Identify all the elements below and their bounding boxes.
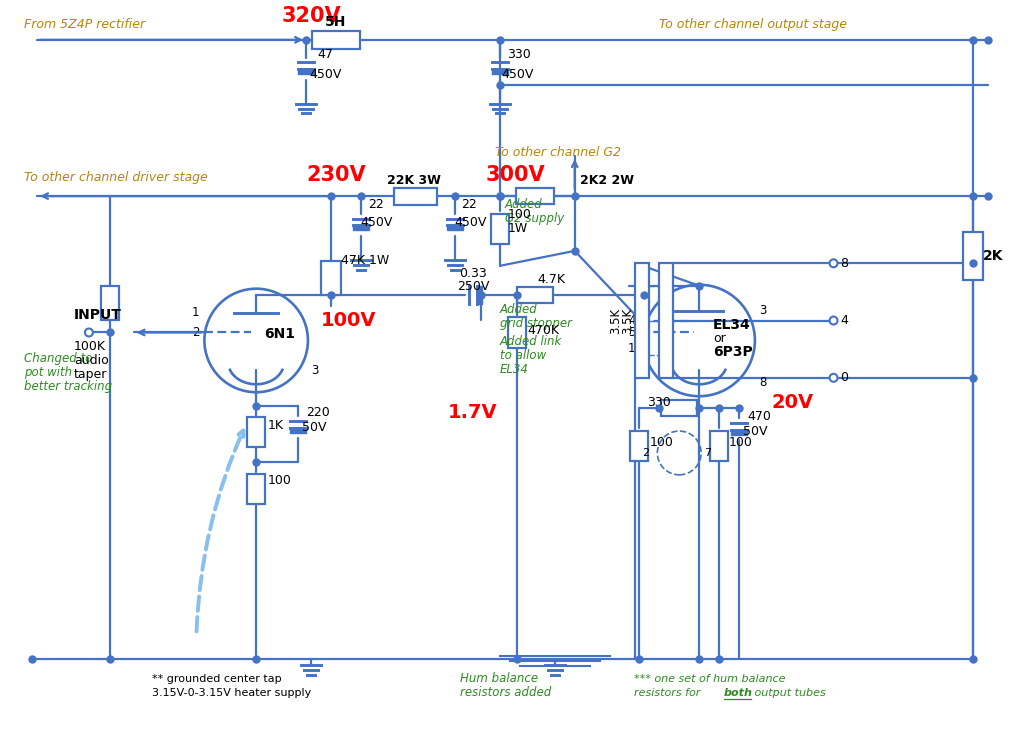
Text: 0.33: 0.33 (460, 267, 487, 279)
Text: 50V: 50V (302, 421, 327, 434)
Text: 470: 470 (746, 410, 771, 423)
Text: 450V: 450V (501, 67, 534, 81)
Text: 6N1: 6N1 (264, 327, 295, 342)
Text: 3.15V-0-3.15V heater supply: 3.15V-0-3.15V heater supply (152, 688, 311, 698)
Text: 100: 100 (649, 436, 673, 449)
Text: better tracking: better tracking (25, 380, 113, 393)
Text: Added: Added (500, 303, 538, 315)
Bar (659, 264, 673, 377)
Text: 47K 1W: 47K 1W (341, 254, 389, 267)
Text: 4: 4 (841, 314, 849, 327)
Text: To other channel output stage: To other channel output stage (659, 18, 847, 31)
Text: 230V: 230V (306, 166, 366, 185)
Text: Added: Added (505, 198, 543, 211)
Text: 5H: 5H (325, 15, 346, 29)
Text: To other channel G2: To other channel G2 (495, 146, 622, 160)
Text: 22: 22 (461, 198, 477, 211)
Text: 330: 330 (507, 48, 530, 61)
Bar (492, 214, 509, 244)
Text: 100V: 100V (321, 311, 377, 330)
Text: 4: 4 (628, 314, 636, 327)
Text: *** one set of hum balance: *** one set of hum balance (635, 674, 786, 684)
Text: 2: 2 (191, 326, 200, 339)
Text: INPUT: INPUT (74, 308, 122, 321)
Bar (516, 188, 554, 204)
Text: both: both (724, 688, 753, 698)
Text: 220: 220 (306, 406, 330, 419)
Bar (662, 400, 697, 416)
Text: 6P3P: 6P3P (713, 345, 753, 360)
Text: 100: 100 (268, 474, 292, 487)
Text: 7: 7 (705, 448, 712, 458)
Text: 8: 8 (759, 376, 766, 389)
Text: 100: 100 (508, 208, 531, 221)
Text: 1: 1 (628, 342, 636, 355)
Bar (100, 285, 119, 320)
Text: or: or (713, 333, 726, 345)
Text: From 5Z4P rectifier: From 5Z4P rectifier (25, 18, 145, 31)
Bar (247, 417, 265, 447)
Bar (710, 431, 728, 461)
Text: 450V: 450V (455, 216, 486, 229)
Text: 8: 8 (841, 257, 849, 270)
Text: output tubes: output tubes (751, 688, 825, 698)
Text: 470K: 470K (527, 324, 559, 338)
Text: Added link: Added link (500, 336, 562, 348)
Circle shape (85, 329, 93, 336)
Text: 3: 3 (759, 304, 766, 317)
Text: 1K: 1K (268, 419, 284, 432)
Text: 1.7V: 1.7V (449, 403, 498, 422)
Text: 3.5K: 3.5K (621, 308, 634, 333)
Text: 2K: 2K (983, 249, 1004, 263)
Circle shape (829, 374, 838, 382)
Bar (393, 188, 437, 204)
Text: 2: 2 (642, 448, 649, 458)
Circle shape (829, 317, 838, 324)
Text: 0: 0 (841, 372, 849, 384)
Text: Hum balance: Hum balance (460, 672, 539, 685)
Text: 20V: 20V (772, 393, 814, 412)
Text: EL34: EL34 (713, 318, 751, 332)
Text: resistors added: resistors added (460, 686, 552, 699)
Text: 47: 47 (316, 48, 333, 61)
Bar (517, 287, 553, 303)
Bar (963, 232, 983, 279)
Text: pot with: pot with (25, 366, 73, 379)
Bar (508, 317, 526, 348)
Text: 2K2 2W: 2K2 2W (580, 175, 634, 187)
Text: 50V: 50V (743, 425, 767, 438)
Text: 1: 1 (191, 306, 200, 319)
Text: 22K 3W: 22K 3W (386, 175, 440, 187)
Text: audio: audio (74, 354, 109, 367)
Bar (312, 31, 359, 49)
Text: 250V: 250V (457, 279, 489, 293)
Text: 1W: 1W (508, 222, 528, 235)
Text: ** grounded center tap: ** grounded center tap (152, 674, 282, 684)
Bar (321, 261, 341, 294)
Text: resistors for: resistors for (635, 688, 705, 698)
Text: grid stopper: grid stopper (500, 317, 572, 330)
Text: 22: 22 (368, 198, 383, 211)
Text: 450V: 450V (360, 216, 393, 229)
Text: 5: 5 (628, 326, 636, 339)
Text: 450V: 450V (309, 67, 341, 81)
Text: 100K: 100K (74, 340, 106, 354)
Text: to allow: to allow (500, 349, 547, 363)
Circle shape (829, 259, 838, 267)
Text: 320V: 320V (282, 6, 341, 26)
Text: 3: 3 (311, 364, 318, 377)
Text: 4.7K: 4.7K (537, 273, 565, 285)
Text: 100: 100 (729, 436, 753, 449)
Text: taper: taper (74, 369, 108, 381)
Text: Changed to: Changed to (25, 352, 92, 366)
Text: To other channel driver stage: To other channel driver stage (25, 172, 208, 184)
Text: EL34: EL34 (500, 363, 529, 376)
Text: 3.5K: 3.5K (609, 308, 622, 333)
Bar (247, 474, 265, 504)
Bar (631, 431, 648, 461)
Text: 300V: 300V (485, 166, 545, 185)
Text: G2 supply: G2 supply (505, 212, 564, 225)
Text: 330: 330 (647, 396, 671, 409)
Bar (636, 264, 649, 377)
